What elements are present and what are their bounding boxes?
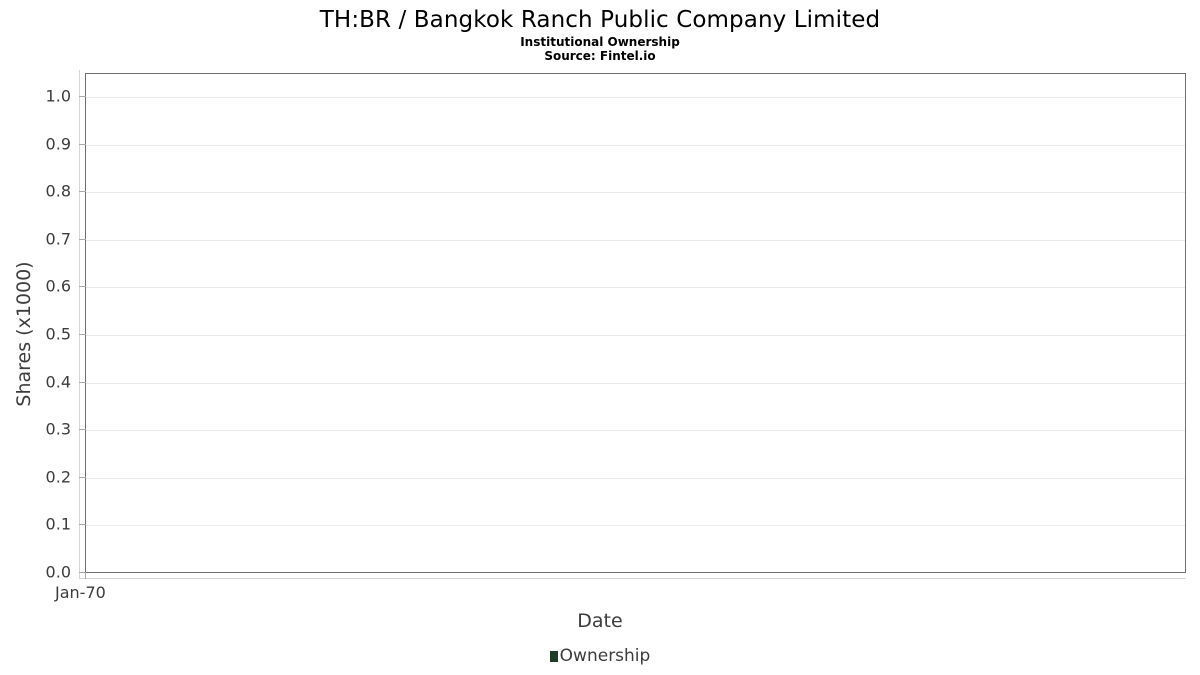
y-axis-tick-label: 0.8 [45, 181, 71, 201]
chart-source-label: Source: Fintel.io [544, 49, 656, 63]
gridline [86, 192, 1185, 193]
legend-item-label: Ownership [559, 646, 651, 666]
x-axis-title: Date [577, 610, 623, 632]
gridline [86, 97, 1185, 98]
chart-title: TH:BR / Bangkok Ranch Public Company Lim… [319, 7, 881, 33]
y-axis-tick-label: 0.5 [45, 324, 71, 344]
y-axis-tick-mark [79, 96, 86, 97]
y-axis-tick-mark [79, 144, 86, 145]
y-axis-tick-mark [79, 334, 86, 335]
y-axis-tick-label: 1.0 [45, 86, 71, 106]
x-axis-tick-mark [85, 573, 86, 579]
y-axis-tick-mark [79, 382, 86, 383]
y-axis-tick-mark [79, 239, 86, 240]
chart-subtitle: Institutional Ownership [520, 35, 680, 49]
gridline [86, 287, 1185, 288]
y-axis-title: Shares (x1000) [13, 261, 35, 407]
legend-swatch-icon [549, 651, 558, 662]
gridline [86, 383, 1185, 384]
chart-header: TH:BR / Bangkok Ranch Public Company Lim… [0, 0, 1200, 63]
legend-item-ownership[interactable]: Ownership [549, 646, 651, 666]
y-axis-tick-label: 0.9 [45, 134, 71, 154]
y-axis-guide-line [79, 70, 80, 578]
y-axis-tick-label: 0.4 [45, 372, 71, 392]
y-axis-tick-mark [79, 191, 86, 192]
y-axis-tick-labels: 1.0 0.9 0.8 0.7 0.6 0.5 0.4 0.3 0.2 0.1 0.0 [0, 0, 85, 675]
y-axis-tick-mark [79, 524, 86, 525]
y-axis-tick-label: 0.3 [45, 419, 71, 439]
y-axis-tick-mark [79, 429, 86, 430]
y-axis-tick-mark [79, 477, 86, 478]
y-axis-tick-label: 0.6 [45, 276, 71, 296]
gridline [86, 335, 1185, 336]
gridline [86, 240, 1185, 241]
y-axis-tick-label: 0.0 [45, 562, 71, 582]
gridline [86, 145, 1185, 146]
y-axis-tick-mark [79, 572, 86, 573]
x-axis-tick-label: Jan-70 [55, 583, 106, 602]
gridline [86, 478, 1185, 479]
y-axis-tick-mark [79, 286, 86, 287]
x-axis-guide-line [79, 578, 1186, 579]
y-axis-tick-label: 0.7 [45, 229, 71, 249]
chart-legend: Ownership [0, 648, 1200, 665]
gridline [86, 525, 1185, 526]
y-axis-tick-label: 0.2 [45, 467, 71, 487]
horizontal-gridlines [86, 74, 1185, 572]
y-axis-tick-label: 0.1 [45, 514, 71, 534]
plot-area [85, 73, 1186, 573]
gridline [86, 430, 1185, 431]
